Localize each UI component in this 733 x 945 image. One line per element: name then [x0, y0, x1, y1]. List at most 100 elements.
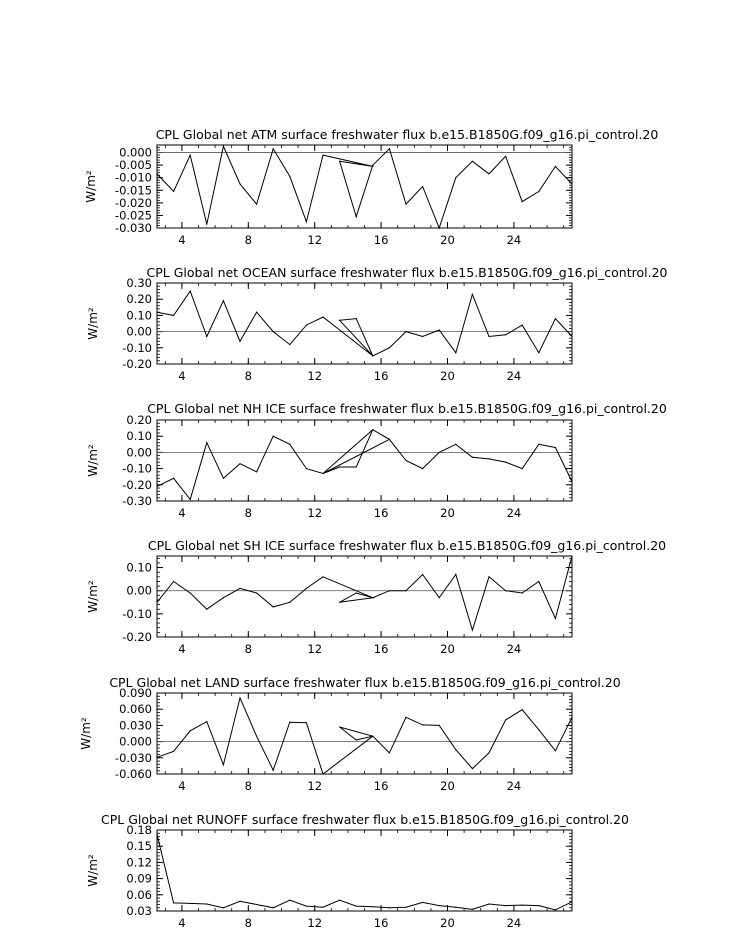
data-point — [438, 905, 440, 907]
data-point — [156, 601, 158, 603]
x-tick-label: 20 — [440, 642, 455, 656]
panel-4: CPL Global net SH ICE surface freshwater… — [86, 538, 666, 656]
y-tick-label: -0.30 — [122, 494, 152, 508]
data-point — [488, 335, 490, 338]
data-point — [388, 752, 390, 754]
data-point — [438, 724, 440, 727]
data-point — [156, 311, 158, 313]
data-point — [471, 293, 473, 295]
data-point — [173, 314, 175, 316]
y-tick-label: 0.10 — [126, 429, 152, 443]
data-point — [322, 472, 324, 475]
y-tick-label: 0.10 — [126, 308, 152, 322]
y-tick-label: 0.30 — [126, 276, 152, 290]
data-point — [355, 318, 357, 320]
data-point — [455, 749, 457, 751]
data-point — [554, 446, 557, 449]
data-point — [305, 722, 307, 724]
panel-title: CPL Global net ATM surface freshwater fl… — [156, 127, 659, 142]
x-tick-label: 16 — [374, 779, 389, 793]
data-point — [571, 555, 573, 557]
x-tick-label: 20 — [440, 233, 455, 247]
data-point — [305, 324, 307, 326]
y-axis-label: W/m² — [84, 170, 98, 203]
data-point — [554, 909, 557, 911]
panel-6: CPL Global net RUNOFF surface freshwater… — [86, 812, 629, 930]
data-point — [355, 466, 357, 468]
data-point — [173, 190, 175, 193]
x-tick-label: 8 — [245, 642, 252, 656]
data-point — [471, 456, 473, 458]
x-tick-label: 4 — [178, 369, 185, 383]
data-point — [355, 592, 357, 594]
y-axis-label: W/m² — [86, 307, 100, 340]
panel-3: CPL Global net NH ICE surface freshwater… — [86, 401, 667, 520]
data-point — [455, 443, 457, 445]
data-point — [355, 216, 357, 218]
y-tick-label: 0.20 — [126, 292, 152, 306]
panel-2: CPL Global net OCEAN surface freshwater … — [86, 265, 668, 383]
x-tick-label: 24 — [507, 642, 522, 656]
data-point — [206, 442, 208, 444]
data-point — [206, 223, 208, 225]
y-tick-label: 0.00 — [126, 445, 152, 459]
data-point — [388, 438, 390, 441]
data-point — [438, 329, 440, 331]
data-point — [289, 343, 291, 346]
data-point — [305, 221, 307, 223]
y-tick-label: 0.06 — [126, 888, 152, 902]
data-point — [388, 590, 390, 592]
x-tick-label: 20 — [440, 916, 455, 930]
y-tick-label: 0.00 — [126, 325, 152, 339]
x-tick-label: 4 — [178, 233, 185, 247]
data-point — [521, 468, 523, 470]
x-tick-label: 12 — [307, 233, 322, 247]
data-point — [173, 580, 175, 583]
data-point — [289, 601, 291, 603]
data-point — [206, 721, 208, 723]
data-point — [239, 587, 241, 590]
data-point — [305, 905, 307, 907]
y-tick-label: 0.10 — [126, 561, 152, 575]
data-point — [538, 580, 540, 583]
data-point — [471, 908, 473, 910]
y-tick-label: 0.03 — [126, 904, 152, 918]
x-tick-label: 12 — [307, 506, 322, 520]
y-tick-label: -0.025 — [115, 208, 152, 222]
data-point — [455, 352, 457, 354]
data-point — [405, 203, 407, 205]
y-tick-label: -0.20 — [122, 630, 152, 644]
data-point — [538, 443, 540, 445]
x-tick-label: 8 — [245, 779, 252, 793]
y-tick-label: -0.005 — [115, 158, 152, 172]
data-point — [189, 154, 191, 156]
data-point — [272, 606, 274, 608]
data-point — [289, 899, 291, 901]
data-point — [505, 334, 507, 336]
data-point — [405, 459, 407, 462]
x-tick-label: 20 — [440, 779, 455, 793]
data-point — [471, 768, 473, 770]
data-point — [488, 173, 490, 175]
data-point — [521, 592, 523, 594]
data-point — [156, 756, 158, 758]
data-point — [554, 165, 557, 167]
data-point — [173, 750, 175, 752]
data-point — [222, 145, 224, 147]
panel-title: CPL Global net LAND surface freshwater f… — [109, 675, 620, 690]
y-tick-label: 0.00 — [126, 584, 152, 598]
y-tick-label: 0.20 — [126, 413, 152, 427]
data-point — [222, 907, 224, 909]
data-point — [372, 355, 374, 357]
data-point — [256, 203, 258, 205]
x-tick-label: 8 — [245, 916, 252, 930]
y-tick-label: 0.000 — [119, 146, 152, 160]
x-tick-label: 4 — [178, 642, 185, 656]
x-tick-label: 24 — [507, 369, 522, 383]
data-point — [488, 752, 490, 754]
x-tick-label: 8 — [245, 369, 252, 383]
data-point — [372, 165, 374, 167]
y-tick-label: -0.030 — [115, 221, 152, 235]
data-point — [222, 300, 224, 302]
